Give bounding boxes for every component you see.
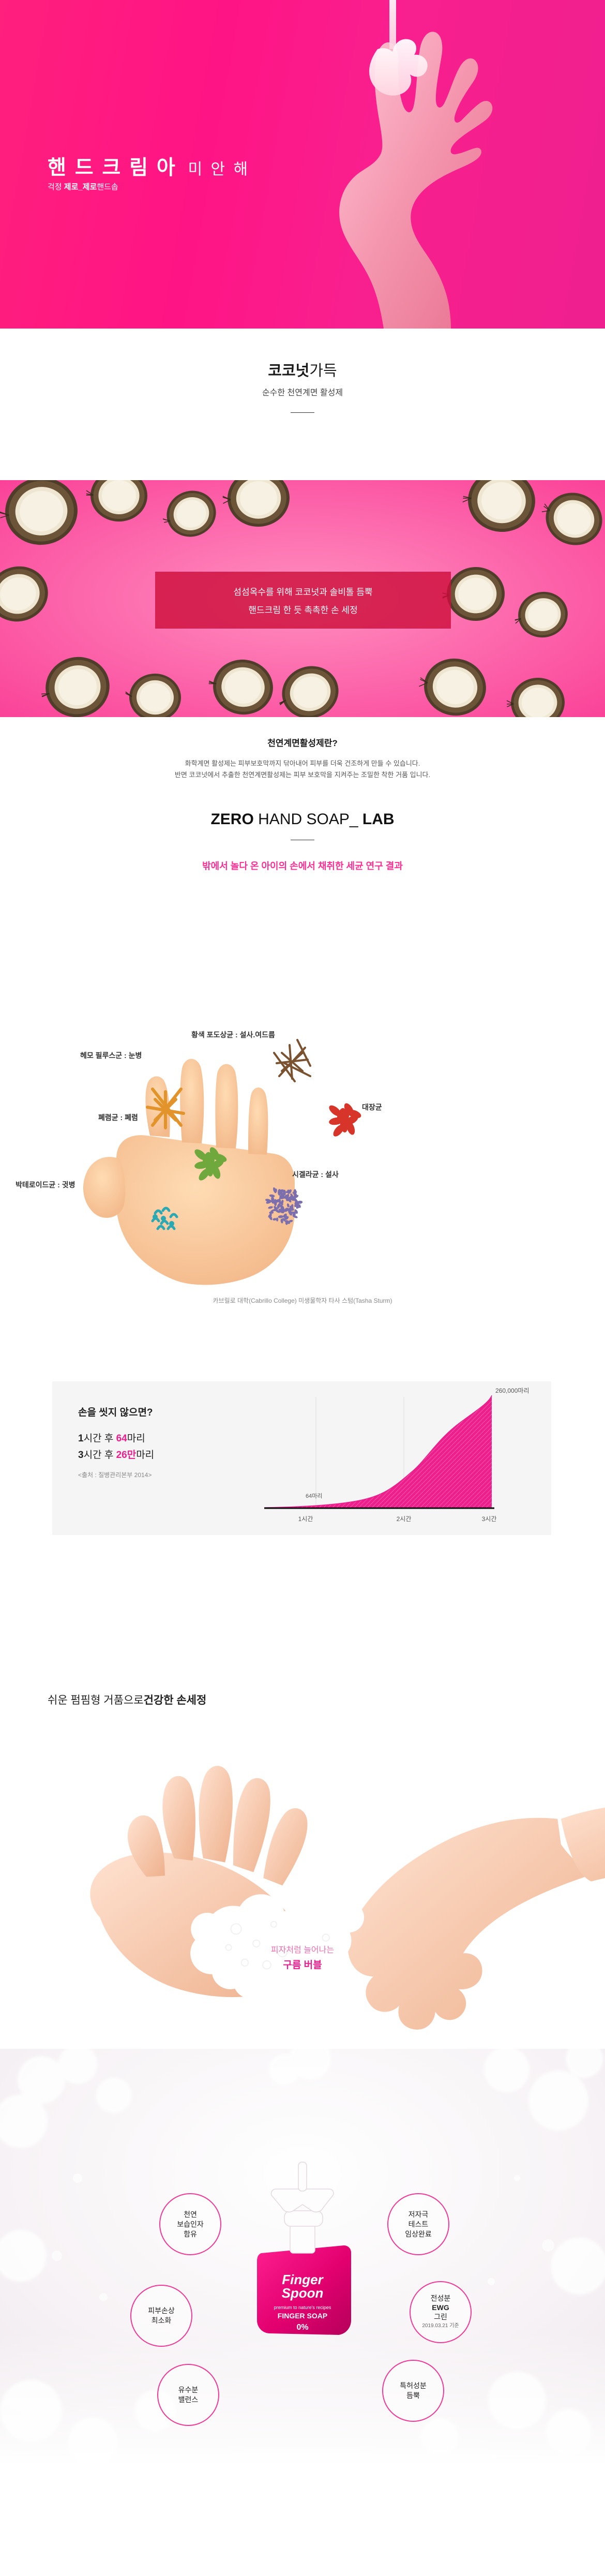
svg-text:폐렴균 : 폐렴: 폐렴균 : 폐렴 [98,1113,138,1122]
svg-text:박테로이드균 : 귓병: 박테로이드균 : 귓병 [16,1181,75,1189]
svg-text:2시간: 2시간 [397,1515,412,1523]
svg-text:premium to nature's recipes: premium to nature's recipes [274,2305,331,2310]
svg-text:황색 포도상균 : 설사.여드름: 황색 포도상균 : 설사.여드름 [191,1031,275,1039]
svg-text:0%: 0% [296,2323,308,2332]
svg-text:1시간: 1시간 [298,1515,313,1523]
svg-text:3시간: 3시간 [482,1515,497,1523]
svg-text:헤모 필루스군 : 눈병: 헤모 필루스군 : 눈병 [80,1051,142,1060]
svg-text:260,000마리: 260,000마리 [495,1387,529,1394]
svg-text:Spoon: Spoon [282,2285,324,2301]
svg-text:대장균: 대장균 [362,1103,382,1111]
svg-text:FINGER SOAP: FINGER SOAP [278,2312,327,2320]
svg-text:64마리: 64마리 [306,1493,322,1499]
svg-text:시겔라균 : 설사: 시겔라균 : 설사 [292,1170,339,1179]
